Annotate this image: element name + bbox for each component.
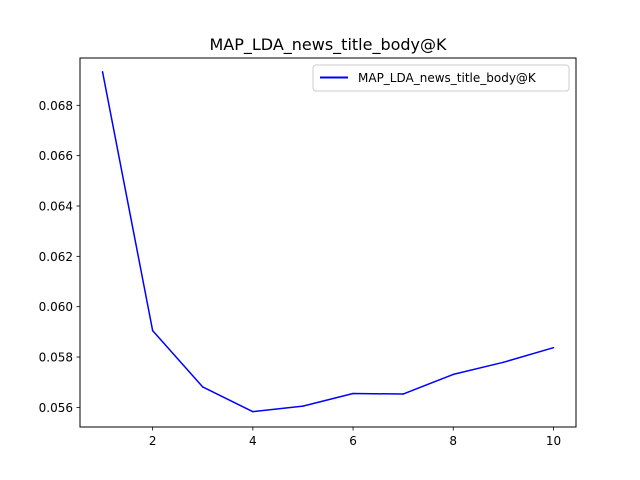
y-axis: 0.056 0.058 0.060 0.062 0.064 0.066 0.068 <box>39 99 80 415</box>
data-point <box>151 329 154 332</box>
chart-title: MAP_LDA_news_title_body@K <box>209 35 447 55</box>
legend: MAP_LDA_news_title_body@K <box>312 64 570 92</box>
y-tick-label: 0.068 <box>39 99 73 113</box>
legend-label: MAP_LDA_news_title_body@K <box>358 71 537 85</box>
data-point <box>252 410 254 413</box>
y-tick-label: 0.066 <box>39 149 73 163</box>
data-point <box>402 393 404 395</box>
series-line <box>101 71 554 413</box>
x-tick-label: 6 <box>349 434 357 448</box>
data-point <box>201 386 204 388</box>
data-point <box>101 71 104 73</box>
data-point <box>352 392 354 395</box>
x-tick-label: 4 <box>249 434 257 448</box>
y-tick-label: 0.062 <box>39 250 73 264</box>
x-tick-label: 8 <box>449 434 457 448</box>
y-tick-label: 0.064 <box>39 200 73 214</box>
y-tick-label: 0.060 <box>39 300 73 314</box>
x-tick-label: 2 <box>149 434 157 448</box>
series-layer <box>101 71 555 413</box>
x-tick-label: 10 <box>546 434 561 448</box>
y-tick-label: 0.056 <box>39 401 73 415</box>
x-axis: 2 4 6 8 10 <box>149 427 561 448</box>
data-point <box>552 346 555 349</box>
data-point <box>302 405 304 407</box>
data-point <box>502 361 505 364</box>
plot-frame <box>79 57 577 428</box>
legend-box <box>312 64 570 92</box>
data-point <box>452 373 455 376</box>
y-tick-label: 0.058 <box>39 351 73 365</box>
